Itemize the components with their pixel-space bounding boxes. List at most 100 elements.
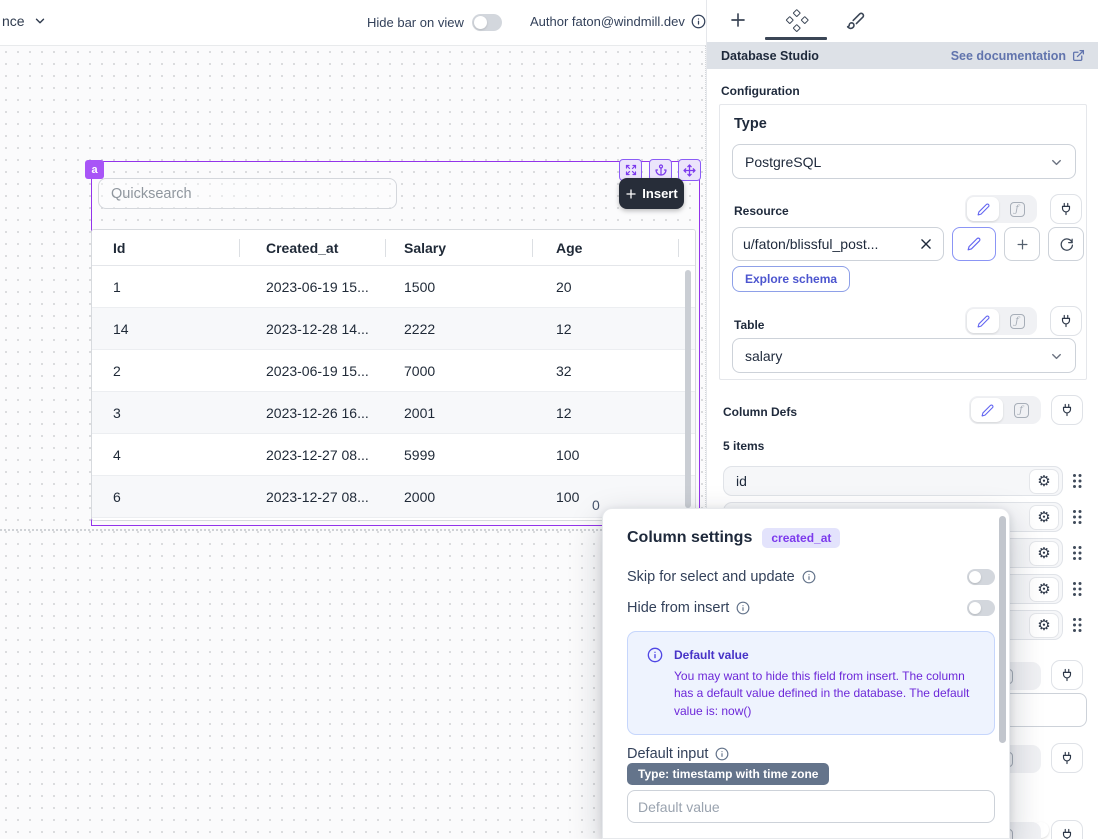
move-handle[interactable]: [678, 159, 701, 181]
edit-resource-button[interactable]: [952, 227, 996, 261]
app-canvas[interactable]: a Insert Id Created_at Salary Age: [0, 45, 706, 839]
column-settings-gear-button[interactable]: ⚙: [1029, 577, 1059, 602]
fx-mode-button[interactable]: ƒ: [1001, 197, 1033, 221]
expand-handle[interactable]: [619, 159, 642, 181]
info-icon[interactable]: [736, 601, 750, 615]
chevron-down-icon: [1049, 349, 1064, 364]
app-name-label: nce: [2, 13, 25, 29]
column-defs-connect-button[interactable]: [1051, 395, 1083, 425]
plus-icon: [1017, 239, 1027, 249]
info-icon[interactable]: [715, 747, 729, 761]
field-connect-button[interactable]: [1051, 743, 1083, 773]
plug-icon: [1061, 202, 1071, 216]
table-select-value: salary: [745, 347, 783, 364]
type-label: Type: [734, 116, 767, 132]
column-settings-gear-button[interactable]: ⚙: [1029, 541, 1059, 566]
table-row[interactable]: 3 2023-12-26 16... 2001 12: [92, 392, 695, 434]
field-input[interactable]: [1003, 693, 1087, 727]
popup-scrollbar[interactable]: [999, 516, 1006, 743]
explore-schema-button[interactable]: Explore schema: [732, 266, 851, 292]
panel-tabs: [707, 0, 1098, 40]
field-connect-button[interactable]: [1051, 820, 1083, 839]
cell-created-at: 2023-06-19 15...: [266, 363, 369, 379]
anchor-icon: [654, 164, 667, 176]
app-name-dropdown[interactable]: nce: [2, 13, 47, 29]
hide-from-insert-toggle[interactable]: [967, 600, 995, 616]
table-mode-switcher: ƒ: [965, 307, 1037, 335]
column-type-badge: Type: timestamp with time zone: [627, 763, 830, 785]
static-edit-mode-button[interactable]: [967, 197, 999, 221]
insert-button[interactable]: Insert: [619, 178, 684, 209]
hide-bar-label: Hide bar on view: [367, 15, 464, 30]
component-type-header: Database Studio See documentation: [707, 42, 1098, 69]
column-header[interactable]: Id: [113, 240, 126, 256]
pagination-count: 0: [592, 497, 600, 513]
anchor-handle[interactable]: [649, 159, 672, 181]
clear-icon[interactable]: [919, 237, 933, 251]
chevron-down-icon: [33, 14, 47, 28]
column-divider: [239, 239, 240, 257]
cell-created-at: 2023-12-28 14...: [266, 321, 369, 337]
top-bar: nce Hide bar on view Author faton@windmi…: [0, 0, 706, 45]
fx-mode-button[interactable]: ƒ: [1005, 398, 1037, 422]
fx-mode-button[interactable]: ƒ: [1001, 309, 1033, 333]
default-value-input[interactable]: [627, 790, 995, 823]
component-id-tag[interactable]: a: [85, 160, 104, 179]
drag-handle[interactable]: [1073, 582, 1082, 596]
skip-select-update-toggle[interactable]: [967, 569, 995, 585]
info-icon[interactable]: [802, 570, 816, 584]
drag-handle[interactable]: [1073, 618, 1082, 632]
add-resource-button[interactable]: [1004, 227, 1040, 261]
quicksearch-input[interactable]: [98, 178, 397, 209]
table-row[interactable]: 1 2023-06-19 15... 1500 20: [92, 266, 695, 308]
table-scrollbar[interactable]: [685, 270, 691, 508]
table-connect-button[interactable]: [1050, 306, 1082, 336]
table-row[interactable]: 4 2023-12-27 08... 5999 100: [92, 434, 695, 476]
info-icon[interactable]: [691, 14, 706, 29]
column-header[interactable]: Created_at: [266, 240, 339, 256]
column-divider: [678, 239, 679, 257]
tab-insert-component[interactable]: [726, 8, 750, 32]
table-select[interactable]: salary: [732, 338, 1076, 373]
function-icon: ƒ: [1013, 402, 1029, 418]
column-settings-gear-button[interactable]: ⚙: [1029, 505, 1059, 530]
column-settings-popup: Column settings created_at Skip for sele…: [602, 508, 1010, 839]
table-row[interactable]: 2 2023-06-19 15... 7000 32: [92, 350, 695, 392]
tab-styling[interactable]: [843, 8, 867, 32]
column-header[interactable]: Age: [556, 240, 583, 256]
resource-input-value: u/faton/blissful_post...: [743, 236, 879, 252]
move-icon: [683, 163, 696, 177]
table-row[interactable]: 14 2023-12-28 14... 2222 12: [92, 308, 695, 350]
plug-icon: [1062, 828, 1072, 839]
cell-age: 12: [556, 405, 572, 421]
hide-bar-toggle[interactable]: [471, 14, 502, 31]
drag-handle[interactable]: [1073, 510, 1082, 524]
column-header[interactable]: Salary: [404, 240, 447, 256]
see-documentation-link[interactable]: See documentation: [951, 49, 1085, 63]
type-select[interactable]: PostgreSQL: [732, 144, 1076, 179]
static-edit-mode-button[interactable]: [971, 398, 1003, 422]
resource-connect-button[interactable]: [1050, 194, 1082, 224]
drag-handle[interactable]: [1073, 546, 1082, 560]
external-link-icon: [1072, 49, 1085, 62]
cell-age: 20: [556, 279, 572, 295]
cell-salary: 7000: [404, 363, 436, 379]
tab-component-settings[interactable]: [785, 8, 809, 32]
data-table[interactable]: Id Created_at Salary Age 1 2023-06-19 15…: [91, 229, 696, 521]
table-row[interactable]: 6 2023-12-27 08... 2000 100: [92, 476, 695, 518]
cell-id: 2: [113, 363, 121, 379]
static-edit-mode-button[interactable]: [967, 309, 999, 333]
cell-id: 3: [113, 405, 121, 421]
drag-handle[interactable]: [1073, 474, 1082, 488]
column-def-item-id[interactable]: id ⚙: [723, 466, 1063, 496]
column-defs-label: Column Defs: [723, 405, 798, 419]
cell-age: 12: [556, 321, 572, 337]
refresh-resource-button[interactable]: [1048, 227, 1084, 261]
column-settings-gear-button[interactable]: ⚙: [1029, 469, 1059, 494]
plus-icon: [625, 188, 637, 200]
resource-input[interactable]: u/faton/blissful_post...: [732, 227, 944, 261]
canvas-grid-boundary: [0, 529, 706, 531]
column-settings-gear-button[interactable]: ⚙: [1029, 613, 1059, 638]
resource-mode-switcher: ƒ: [965, 195, 1037, 223]
field-connect-button[interactable]: [1051, 660, 1083, 690]
